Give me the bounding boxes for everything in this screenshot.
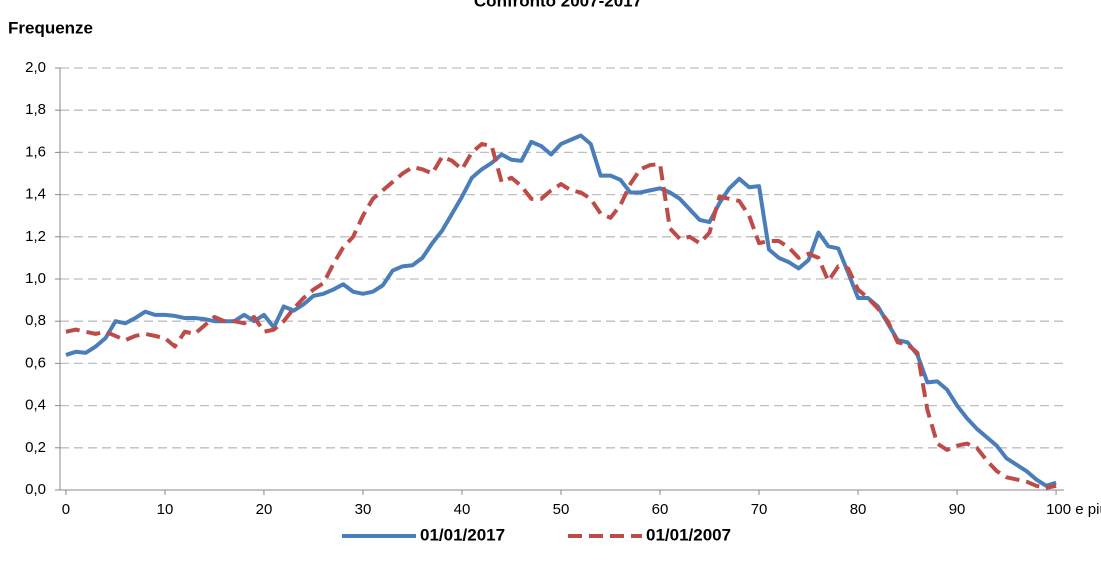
y-tick-label: 1,2 xyxy=(25,228,46,245)
x-tick-label: 80 xyxy=(850,501,867,518)
series-line xyxy=(65,133,1057,488)
x-tick-label: 20 xyxy=(256,501,273,518)
x-tick-label: 10 xyxy=(157,501,174,518)
series-line xyxy=(65,141,1057,490)
y-tick-label: 1,8 xyxy=(25,101,46,118)
y-tick-label: 2,0 xyxy=(25,59,46,76)
x-tick-label: 0 xyxy=(62,501,70,518)
y-tick-label: 1,6 xyxy=(25,143,46,160)
x-tick-label: 90 xyxy=(949,501,966,518)
legend-label: 01/01/2007 xyxy=(646,525,731,544)
x-tick-label: 30 xyxy=(355,501,372,518)
y-tick-label: 0,2 xyxy=(25,439,46,456)
y-tick-label: 0,8 xyxy=(25,312,46,329)
y-tick-label: 0,4 xyxy=(25,397,46,414)
legend-label: 01/01/2017 xyxy=(420,525,505,544)
x-tick-label: 100 e più xyxy=(1046,501,1101,518)
x-tick-label: 70 xyxy=(751,501,768,518)
y-tick-label: 0,0 xyxy=(25,481,46,498)
y-tick-label: 1,4 xyxy=(25,186,46,203)
y-axis-label: Frequenze xyxy=(8,18,93,37)
chart-title: Confronto 2007-2017 xyxy=(474,0,642,10)
y-tick-label: 0,6 xyxy=(25,354,46,371)
x-tick-label: 60 xyxy=(652,501,669,518)
y-tick-label: 1,0 xyxy=(25,270,46,287)
x-tick-label: 40 xyxy=(454,501,471,518)
x-tick-label: 50 xyxy=(553,501,570,518)
